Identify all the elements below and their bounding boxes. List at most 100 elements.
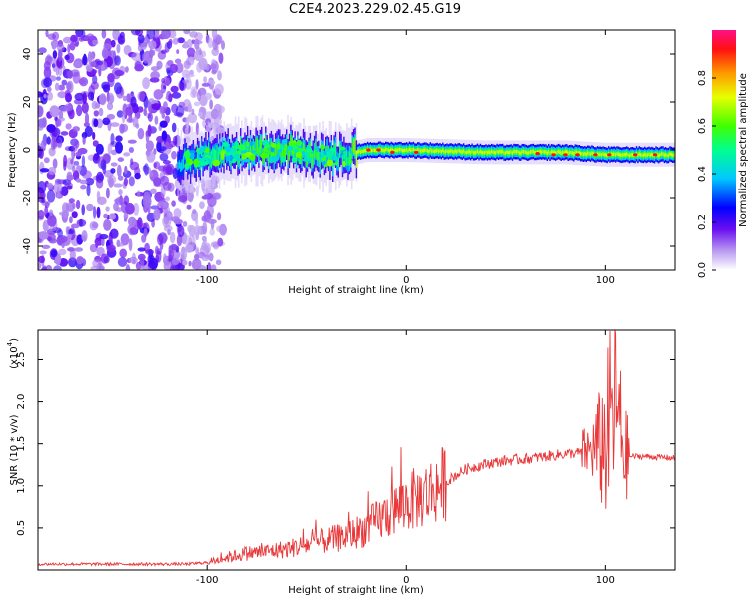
noise-blob	[218, 52, 224, 64]
snr-ytick-label: 1.5	[16, 436, 27, 452]
noise-blob	[72, 165, 76, 174]
signal-core	[396, 148, 398, 153]
signal-core	[372, 148, 374, 152]
noise-blob	[123, 152, 131, 157]
noise-blob	[170, 85, 179, 93]
signal-core	[553, 150, 555, 155]
signal-core	[482, 151, 484, 155]
noise-blob	[164, 206, 171, 214]
noise-blob	[70, 34, 78, 43]
noise-blob	[143, 95, 149, 109]
noise-blob	[201, 235, 207, 242]
noise-blob	[176, 49, 180, 54]
signal-core	[497, 150, 500, 154]
noise-blob	[159, 120, 168, 128]
signal-core	[570, 150, 572, 155]
signal-core	[261, 139, 263, 149]
noise-blob	[145, 140, 154, 152]
noise-blob	[38, 124, 44, 131]
signal-core	[375, 148, 377, 153]
signal-blob	[279, 144, 285, 151]
noise-blob	[81, 230, 88, 242]
signal-core	[389, 149, 391, 153]
signal-core	[638, 152, 640, 156]
noise-blob	[147, 124, 152, 137]
noise-blob	[54, 82, 60, 92]
noise-blob	[188, 260, 192, 267]
signal-core	[341, 155, 344, 164]
signal-core	[391, 148, 394, 152]
noise-blob	[38, 231, 49, 240]
noise-blob	[92, 140, 99, 147]
colorbar: 0.0 0.2 0.4 0.6 0.8 Normalized spectral ampl…	[697, 30, 749, 278]
signal-blob	[287, 145, 293, 152]
noise-blob	[49, 209, 54, 217]
noise-blob	[100, 253, 109, 264]
signal-core	[319, 156, 321, 169]
noise-blob	[169, 265, 178, 270]
signal-core	[517, 150, 519, 154]
signal-core	[281, 144, 284, 159]
noise-blob	[173, 112, 184, 117]
signal-core	[478, 151, 480, 155]
noise-blob	[74, 160, 80, 166]
noise-blob	[101, 30, 107, 39]
signal-core	[421, 149, 423, 153]
noise-blob	[191, 258, 202, 270]
signal-core	[596, 152, 599, 156]
signal-core	[563, 151, 565, 155]
signal-core	[371, 148, 373, 153]
noise-blob	[171, 257, 180, 266]
signal-core	[564, 150, 567, 154]
signal-core	[318, 151, 320, 162]
noise-blob	[181, 79, 190, 84]
signal-core	[404, 148, 406, 153]
noise-blob	[149, 171, 154, 177]
noise-blob	[109, 213, 116, 220]
noise-blob	[201, 256, 210, 261]
noise-blob	[86, 65, 93, 72]
noise-blob	[86, 183, 91, 197]
signal-core	[485, 150, 487, 154]
noise-blob	[117, 257, 128, 267]
noise-blob	[162, 181, 172, 191]
noise-blob	[172, 37, 179, 45]
noise-blob	[98, 174, 104, 182]
signal-core	[644, 152, 646, 157]
signal-core	[414, 149, 416, 153]
signal-core	[475, 150, 477, 154]
noise-blob	[123, 45, 132, 56]
noise-blob	[39, 250, 47, 255]
noise-blob	[127, 139, 137, 144]
noise-blob	[42, 117, 47, 128]
noise-blob	[186, 204, 192, 210]
noise-blob	[43, 157, 50, 164]
signal-core	[522, 150, 525, 154]
noise-blob	[99, 93, 107, 106]
signal-core	[470, 151, 472, 155]
colorbar-tick-label: 0.8	[697, 70, 708, 86]
noise-blob	[47, 86, 52, 93]
signal-core	[545, 150, 547, 154]
noise-blob	[75, 199, 81, 210]
noise-blob	[217, 105, 225, 114]
signal-core	[336, 156, 338, 166]
snr-multiplier: (x104)	[6, 338, 20, 369]
signal-core	[488, 150, 490, 154]
signal-core	[463, 149, 465, 153]
noise-blob	[102, 117, 110, 126]
signal-blob	[225, 155, 231, 162]
signal-core	[660, 152, 663, 156]
signal-peak	[607, 153, 612, 157]
noise-blob	[90, 61, 97, 68]
signal-blob	[320, 144, 326, 150]
noise-blob	[185, 244, 194, 253]
signal-blob	[321, 157, 326, 161]
snr-multiplier-close: )	[9, 338, 20, 342]
signal-core	[454, 149, 456, 153]
noise-blob	[192, 208, 197, 215]
signal-core	[382, 148, 384, 152]
noise-blob	[65, 123, 72, 130]
noise-blob	[145, 249, 155, 255]
noise-blob	[180, 247, 188, 261]
